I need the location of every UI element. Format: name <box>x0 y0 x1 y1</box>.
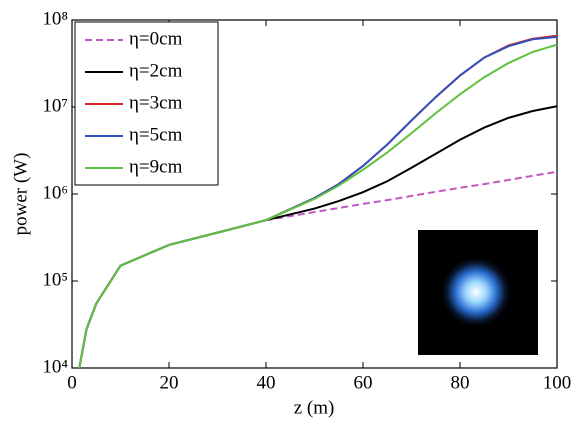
x-axis-label: z (m) <box>294 397 335 418</box>
series-line <box>78 43 558 369</box>
legend-label: η=3cm <box>129 92 183 113</box>
legend-label: η=0cm <box>129 28 183 49</box>
y-tick-label: 10⁸ <box>42 8 68 29</box>
x-tick-label: 20 <box>160 372 179 393</box>
y-tick-label: 10⁴ <box>42 356 68 377</box>
y-tick-label: 10⁶ <box>42 182 68 203</box>
legend-label: η=9cm <box>129 156 183 177</box>
x-tick-label: 60 <box>354 372 373 393</box>
x-tick-label: 80 <box>451 372 470 393</box>
inset-beam <box>442 258 510 326</box>
y-tick-label: 10⁷ <box>42 95 68 116</box>
y-tick-label: 10⁵ <box>42 269 68 290</box>
legend-label: η=5cm <box>129 124 183 145</box>
legend-label: η=2cm <box>129 60 183 81</box>
y-axis-label: power (W) <box>10 153 31 236</box>
x-tick-label: 100 <box>543 372 572 393</box>
x-tick-label: 0 <box>67 372 77 393</box>
x-tick-label: 40 <box>257 372 276 393</box>
